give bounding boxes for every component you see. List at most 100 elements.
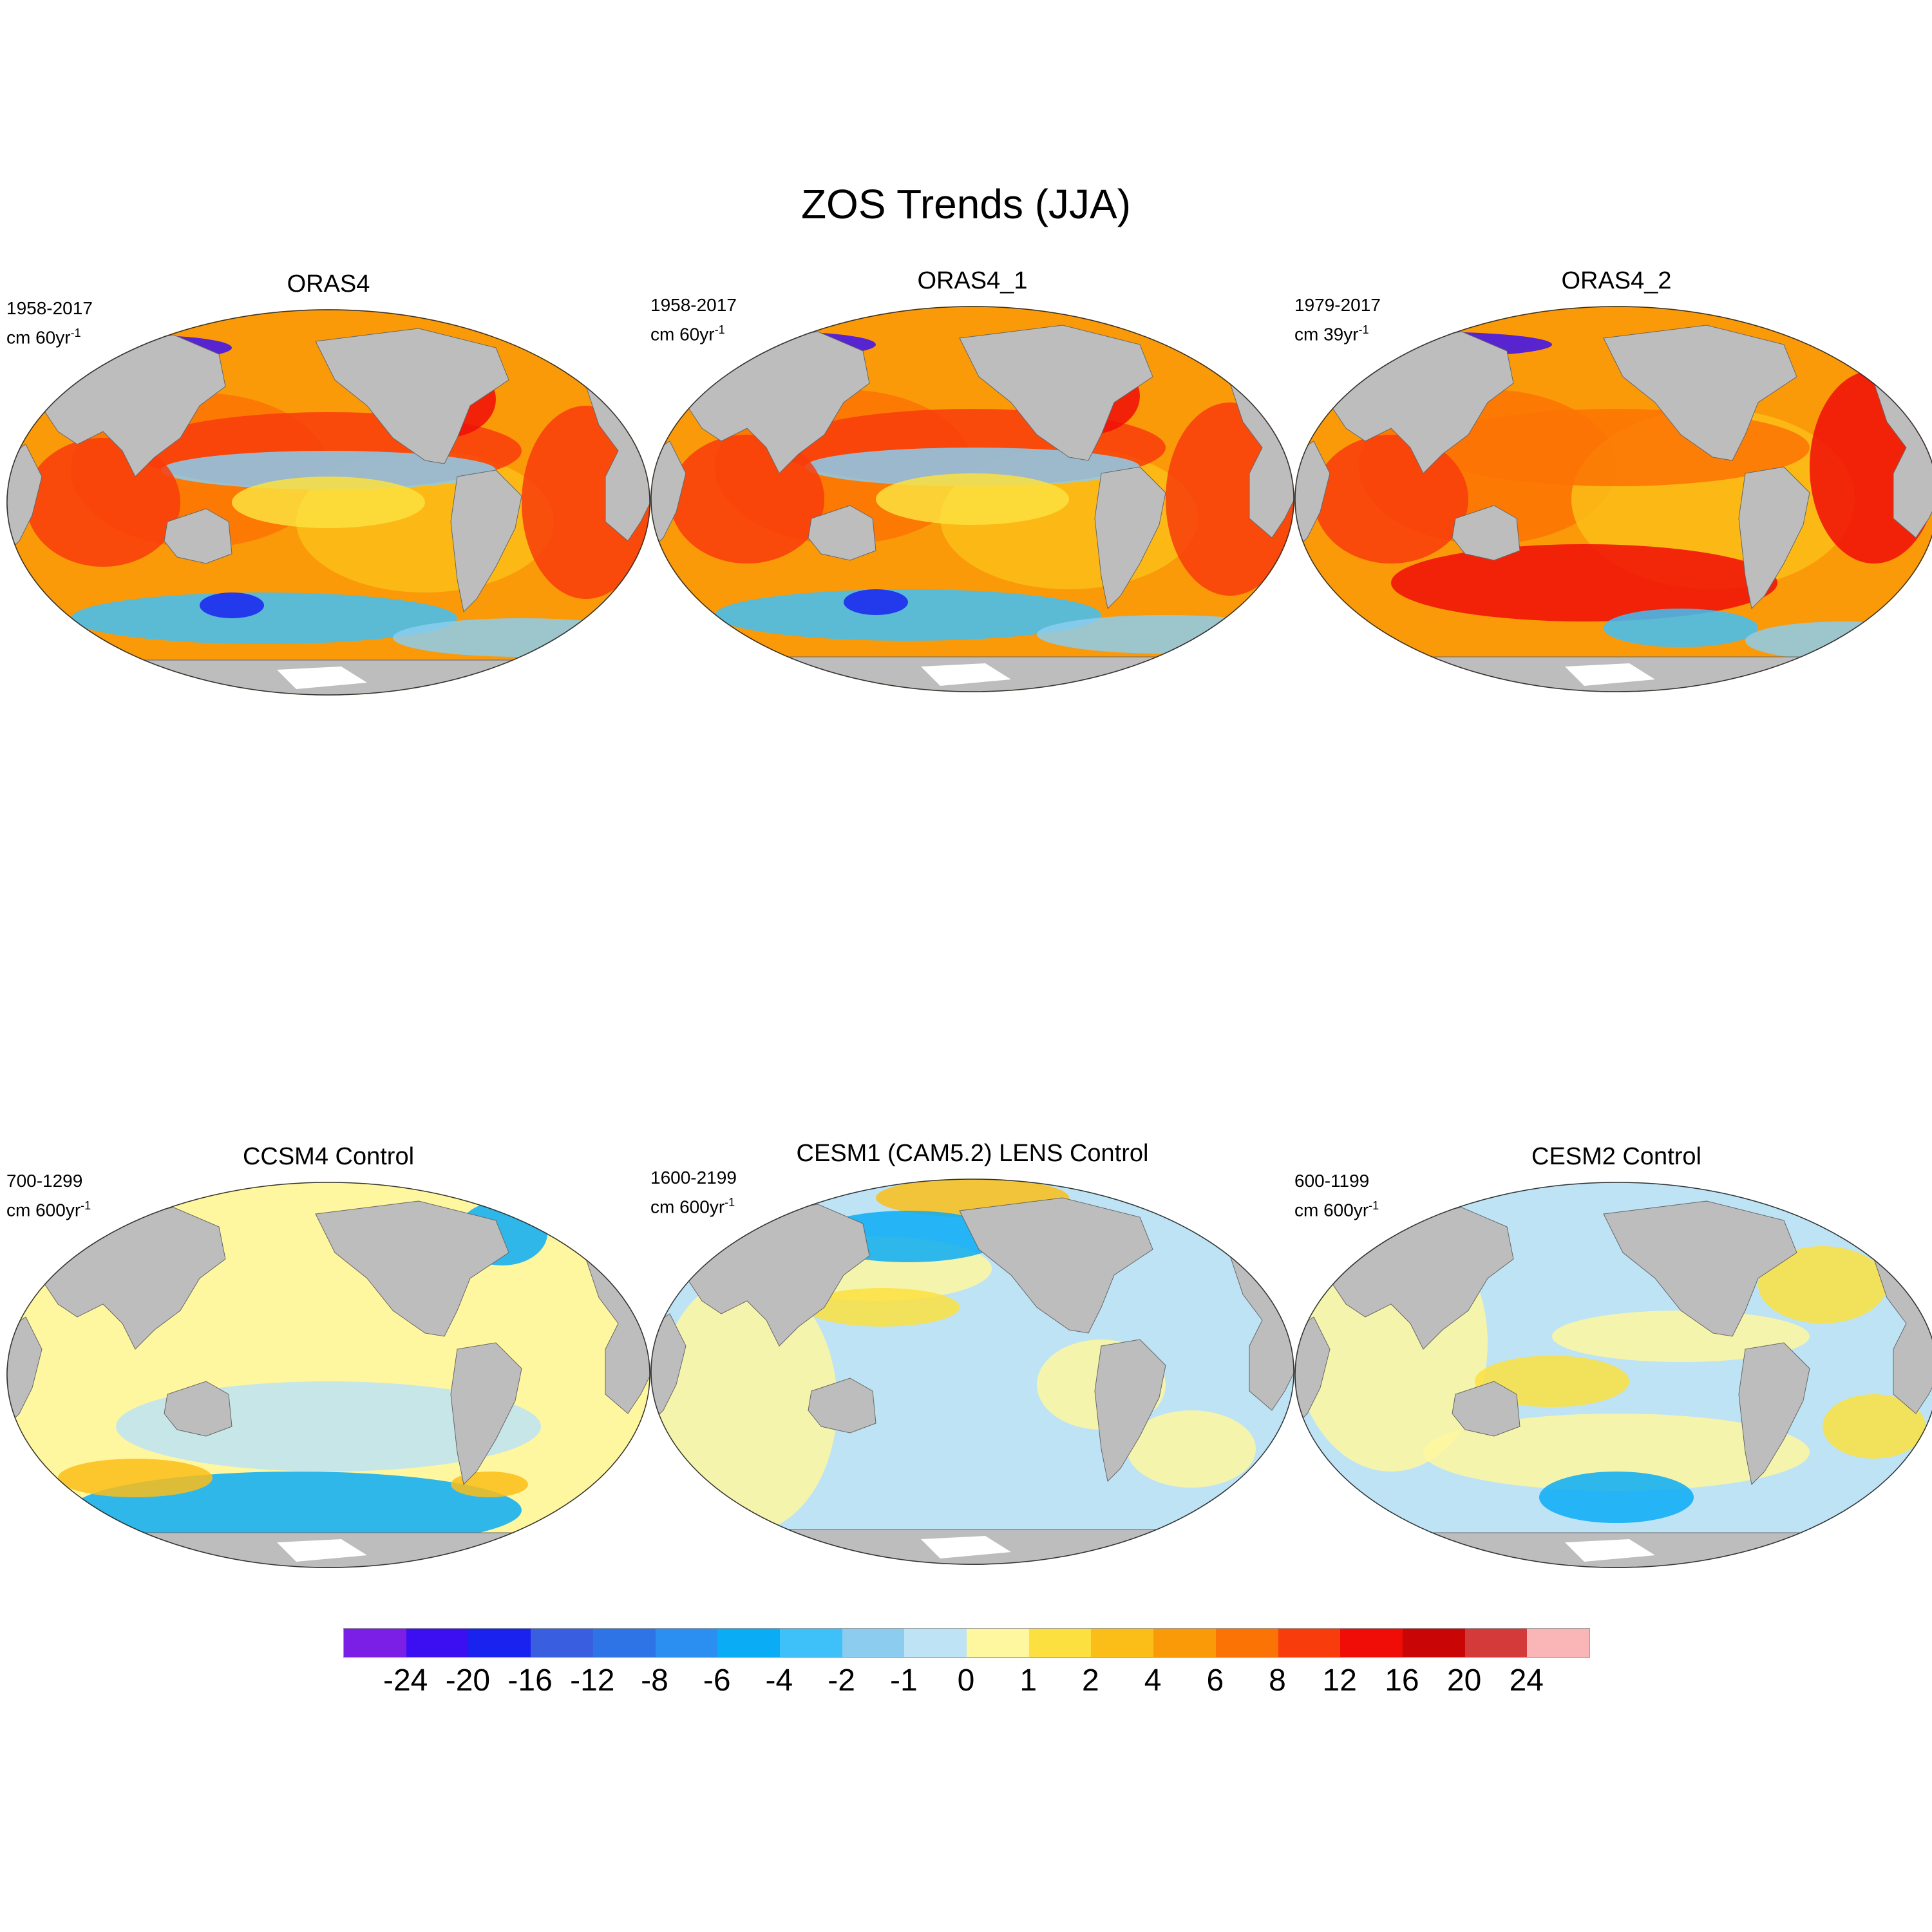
colorbar-swatch — [468, 1629, 531, 1657]
ice-shelf — [1565, 1539, 1655, 1562]
land-mass — [315, 1200, 509, 1337]
land-mass — [959, 325, 1153, 461]
period-label: 1958-2017 — [6, 298, 93, 318]
panel-title: ORAS4_2 — [1561, 267, 1672, 294]
colorbar-labels: -24 -20 -16 -12 -8 -6 -4 -2 -1 0 1 2 4 6 8 12 16 20 24 — [343, 1663, 1589, 1701]
colorbar-tick-label: 0 — [957, 1663, 975, 1698]
land-mass — [808, 1378, 876, 1434]
colorbar-swatch — [1153, 1629, 1216, 1657]
land-mass — [1294, 440, 1331, 552]
ice-shelf — [921, 663, 1011, 686]
colorbar-swatch — [1028, 1629, 1092, 1657]
land-mass — [1738, 466, 1810, 610]
ice-shelf — [277, 667, 367, 689]
land-mass — [315, 328, 509, 464]
colorbar-swatch — [1215, 1629, 1278, 1657]
colorbar-swatch — [592, 1629, 656, 1657]
map-panel-cesm1-lens-control: CESM1 (CAM5.2) LENS Control 1600-2199 cm… — [650, 1140, 1294, 1565]
trend-region — [393, 618, 650, 657]
colorbar-tick-label: -16 — [507, 1663, 553, 1698]
trend-region — [805, 448, 1140, 486]
trend-region — [1604, 609, 1758, 647]
period-label: 1600-2199 — [650, 1168, 737, 1188]
world-map — [1294, 1182, 1932, 1568]
map-outline — [6, 309, 650, 696]
colorbar-tick-label: 1 — [1019, 1663, 1037, 1698]
colorbar-tick-label: -8 — [641, 1663, 668, 1698]
colorbar-swatch — [967, 1629, 1029, 1657]
land-mass — [450, 469, 522, 613]
panel-title: CESM2 Control — [1531, 1143, 1701, 1170]
colorbar-swatch — [717, 1629, 780, 1657]
land-mass — [650, 440, 687, 552]
colorbar-tick-label: -20 — [445, 1663, 491, 1698]
land-mass — [6, 1316, 43, 1428]
land-mass — [164, 1381, 232, 1437]
land-mass — [1452, 1381, 1520, 1437]
land-mass — [959, 1197, 1153, 1334]
colorbar-tick-label: -24 — [383, 1663, 428, 1698]
trend-region — [657, 1275, 837, 1533]
ice-shelf — [921, 1536, 1011, 1558]
colorbar-swatch — [1091, 1629, 1154, 1657]
trend-region — [26, 438, 180, 567]
land-mass — [1603, 325, 1797, 461]
colorbar-swatch — [1278, 1629, 1341, 1657]
colorbar-tick-label: 24 — [1509, 1663, 1544, 1698]
trend-region — [670, 435, 824, 564]
land-mass — [1294, 1316, 1331, 1428]
colorbar-tick-label: 12 — [1322, 1663, 1357, 1698]
colorbar-swatch — [1402, 1629, 1465, 1657]
map-panel-oras4: ORAS4 1958-2017 cm 60yr-1 — [6, 270, 650, 696]
trend-region — [1745, 621, 1932, 660]
map-panel-cesm2-control: CESM2 Control 600-1199 cm 600yr-1 — [1294, 1143, 1932, 1568]
world-map — [1294, 306, 1932, 692]
figure-title: ZOS Trends (JJA) — [800, 181, 1132, 227]
colorbar-swatch — [655, 1629, 718, 1657]
panel-title: CESM1 (CAM5.2) LENS Control — [796, 1140, 1149, 1167]
trend-region — [1037, 615, 1294, 654]
colorbar-swatch — [842, 1629, 905, 1657]
units-label: cm 600yr-1 — [6, 1199, 91, 1220]
trend-region — [1758, 1246, 1887, 1323]
colorbar-swatch — [344, 1629, 406, 1657]
map-panel-oras4-1: ORAS4_1 1958-2017 cm 60yr-1 — [650, 267, 1294, 692]
land-mass — [6, 444, 43, 555]
map-outline — [1294, 1182, 1932, 1568]
map-outline — [1294, 306, 1932, 692]
land-mass — [1603, 1200, 1797, 1337]
world-map — [6, 309, 650, 696]
colorbar-tick-label: 2 — [1082, 1663, 1099, 1698]
colorbar-tick-label: -6 — [703, 1663, 731, 1698]
units-label: cm 60yr-1 — [6, 327, 81, 348]
trend-region — [715, 589, 1101, 641]
period-label: 600-1199 — [1294, 1171, 1370, 1191]
colorbar-tick-label: -2 — [828, 1663, 855, 1698]
colorbar-swatch — [1464, 1629, 1528, 1657]
land-mass — [1094, 466, 1166, 610]
trend-region — [844, 589, 908, 615]
trend-region — [200, 592, 264, 618]
panel-title: ORAS4 — [287, 270, 370, 298]
colorbar-tick-label: -12 — [570, 1663, 615, 1698]
trend-region — [1423, 1414, 1810, 1491]
map-outline — [650, 306, 1294, 692]
land-mass — [650, 1313, 687, 1425]
colorbar-swatch — [779, 1629, 842, 1657]
land-mass — [450, 1342, 522, 1486]
land-mass — [164, 508, 232, 564]
panel-title: ORAS4_1 — [917, 267, 1028, 294]
trend-region — [1539, 1472, 1694, 1523]
trend-region — [1127, 1410, 1256, 1488]
trend-region — [161, 451, 496, 489]
units-label: cm 39yr-1 — [1294, 323, 1369, 345]
world-map — [650, 306, 1294, 692]
panel-title: CCSM4 Control — [242, 1143, 415, 1170]
map-outline — [650, 1179, 1294, 1565]
units-label: cm 600yr-1 — [1294, 1199, 1379, 1220]
trend-region — [58, 1459, 213, 1497]
units-label: cm 60yr-1 — [650, 323, 725, 345]
period-label: 700-1299 — [6, 1171, 83, 1191]
colorbar-tick-label: 6 — [1206, 1663, 1224, 1698]
ice-shelf — [277, 1539, 367, 1562]
